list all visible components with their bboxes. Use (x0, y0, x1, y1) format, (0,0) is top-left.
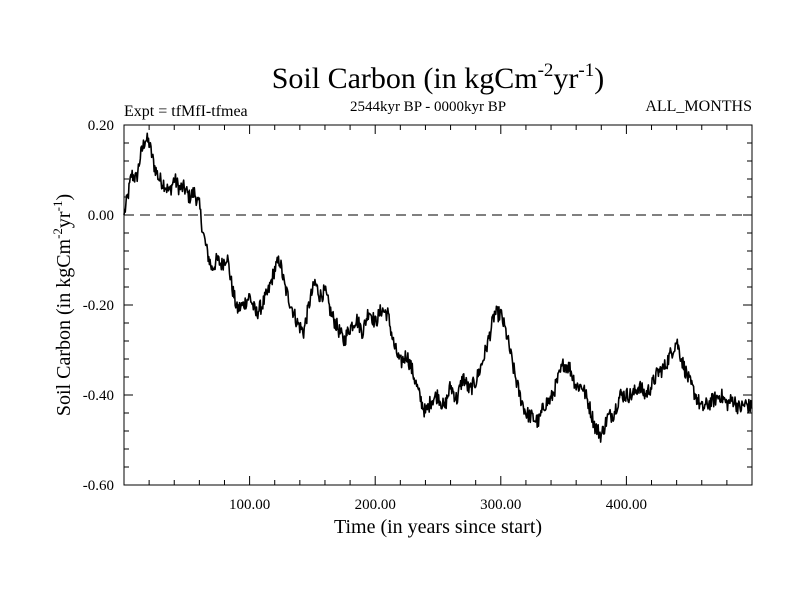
axis-ticks (123, 124, 753, 486)
x-tick-label: 200.00 (355, 497, 396, 513)
y-tick-label: 0.00 (88, 208, 114, 224)
y-tick-label: -0.60 (83, 478, 114, 494)
subtitle-months: ALL_MONTHS (645, 98, 752, 115)
x-tick-labels: 100.00 200.00 300.00 400.00 (229, 497, 647, 513)
subtitle-period: 2544kyr BP - 0000kyr BP (350, 99, 506, 115)
y-tick-label: -0.40 (83, 388, 114, 404)
x-tick-label: 400.00 (606, 497, 647, 513)
x-axis-label: Time (in years since start) (334, 516, 542, 538)
series-line-soil-carbon (123, 132, 753, 443)
y-axis-label: Soil Carbon (in kgCm-2yr-1) (50, 194, 75, 416)
y-tick-labels: 0.20 0.00 -0.20 -0.40 -0.60 (83, 118, 114, 494)
y-tick-label: 0.20 (88, 118, 114, 134)
x-tick-label: 300.00 (480, 497, 521, 513)
subtitle-experiment: Expt = tfMfI-tfmea (124, 103, 248, 120)
y-tick-label: -0.20 (83, 298, 114, 314)
chart-title: Soil Carbon (in kgCm-2yr-1) (272, 60, 605, 95)
x-tick-label: 100.00 (229, 497, 270, 513)
